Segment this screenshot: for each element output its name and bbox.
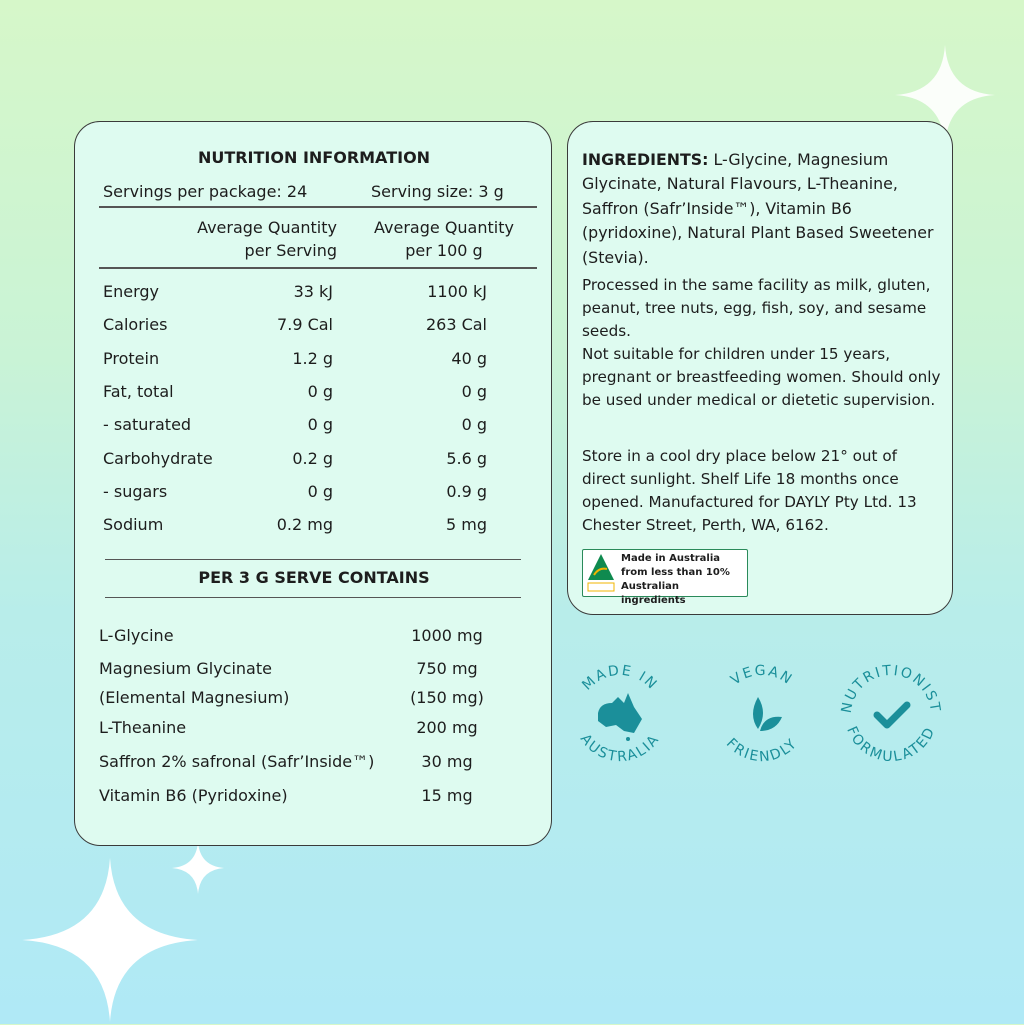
column-header-per-100g: Average Quantity per 100 g <box>374 218 514 260</box>
nutrient-per-serving: 0 g <box>307 481 333 501</box>
nutrient-name: - sugars <box>103 481 168 501</box>
serve-contains-title: PER 3 G SERVE CONTAINS <box>198 568 430 587</box>
nutrition-panel: NUTRITION INFORMATION Servings per packa… <box>74 121 552 846</box>
nutrient-per-100g: 263 Cal <box>425 315 487 335</box>
serve-ingredient: (Elemental Magnesium) <box>99 688 290 707</box>
nutrient-per-100g: 0.9 g <box>446 481 487 501</box>
leaf-icon <box>753 697 782 731</box>
nutrient-per-100g: 0 g <box>461 415 487 435</box>
nutrient-per-100g: 1100 kJ <box>427 282 487 301</box>
nutrient-per-serving: 0.2 g <box>292 448 333 468</box>
serve-amount: 200 mg <box>416 718 478 737</box>
nutrient-per-serving: 0 g <box>307 415 333 435</box>
nutrient-per-serving: 1.2 g <box>292 348 333 368</box>
serve-amount: (150 mg) <box>410 688 484 707</box>
nutrient-per-serving: 33 kJ <box>293 282 333 301</box>
allergen-statement: Processed in the same facility as milk, … <box>582 276 931 340</box>
nutrient-name: Calories <box>103 315 168 335</box>
kangaroo-logo-icon <box>587 554 615 592</box>
sparkle-icon <box>22 858 198 1022</box>
svg-text:MADE IN: MADE IN <box>579 663 661 694</box>
checkmark-icon <box>873 701 911 729</box>
nutrient-name: Sodium <box>103 515 164 535</box>
nutrient-per-serving: 7.9 Cal <box>277 315 333 335</box>
serve-ingredient: Saffron 2% safronal (Safr’Inside™) <box>99 752 375 771</box>
nutrient-name: Protein <box>103 348 160 368</box>
serve-ingredient: Magnesium Glycinate <box>99 659 272 678</box>
nutrient-name: Fat, total <box>103 381 174 401</box>
serving-size: Serving size: 3 g <box>371 182 504 201</box>
serve-amount: 750 mg <box>416 659 478 678</box>
australia-map-icon <box>598 693 642 741</box>
ingredients-text: INGREDIENTS: L-Glycine, Magnesium Glycin… <box>582 150 934 267</box>
nutrient-per-100g: 5.6 g <box>446 448 487 468</box>
column-header-per-serving: Average Quantity per Serving <box>197 218 337 260</box>
svg-text:FRIENDLY: FRIENDLY <box>723 735 801 765</box>
serve-amount: 15 mg <box>421 786 473 805</box>
serve-ingredient: L-Glycine <box>99 626 174 645</box>
storage-statement: Store in a cool dry place below 21° out … <box>582 447 917 534</box>
servings-per-package: Servings per package: 24 <box>103 182 308 201</box>
sparkle-icon <box>172 842 224 894</box>
warning-statement: Not suitable for children under 15 years… <box>582 345 941 409</box>
serve-amount: 1000 mg <box>411 626 483 645</box>
nutrient-name: Carbohydrate <box>103 448 213 468</box>
badge-vegan: VEGAN FRIENDLY <box>723 663 801 765</box>
ingredients-panel: INGREDIENTS: L-Glycine, Magnesium Glycin… <box>567 121 953 615</box>
serve-ingredient: Vitamin B6 (Pyridoxine) <box>99 786 288 805</box>
serve-amount: 30 mg <box>421 752 473 771</box>
nutrient-per-serving: 0 g <box>307 381 333 401</box>
made-in-australia-label: Made in Australia from less than 10% Austr… <box>582 549 748 606</box>
badge-nutritionist: NUTRITIONIST FORMULATED <box>839 663 943 766</box>
badge-made-in: MADE IN AUSTRALIA <box>577 663 663 766</box>
nutrient-per-100g: 0 g <box>461 381 487 401</box>
serve-ingredient: L-Theanine <box>99 718 187 737</box>
svg-text:FORMULATED: FORMULATED <box>843 724 939 765</box>
nutrient-per-serving: 0.2 mg <box>276 515 333 535</box>
svg-text:AUSTRALIA: AUSTRALIA <box>577 731 663 765</box>
sparkle-icon <box>895 45 995 145</box>
nutrition-title: NUTRITION INFORMATION <box>197 148 431 167</box>
svg-text:NUTRITIONIST: NUTRITIONIST <box>839 663 943 715</box>
nutrient-per-100g: 40 g <box>451 348 487 368</box>
nutrient-per-100g: 5 mg <box>445 515 487 535</box>
nutrient-name: - saturated <box>103 415 192 435</box>
nutrient-name: Energy <box>103 282 160 301</box>
svg-text:VEGAN: VEGAN <box>728 663 796 689</box>
